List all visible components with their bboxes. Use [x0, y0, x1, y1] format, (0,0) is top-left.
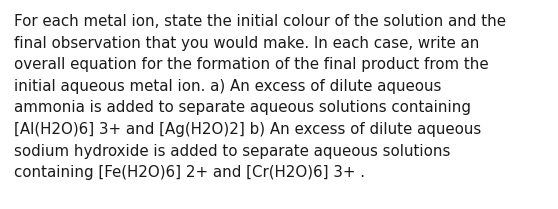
- Text: For each metal ion, state the initial colour of the solution and the
final obser: For each metal ion, state the initial co…: [14, 14, 506, 180]
